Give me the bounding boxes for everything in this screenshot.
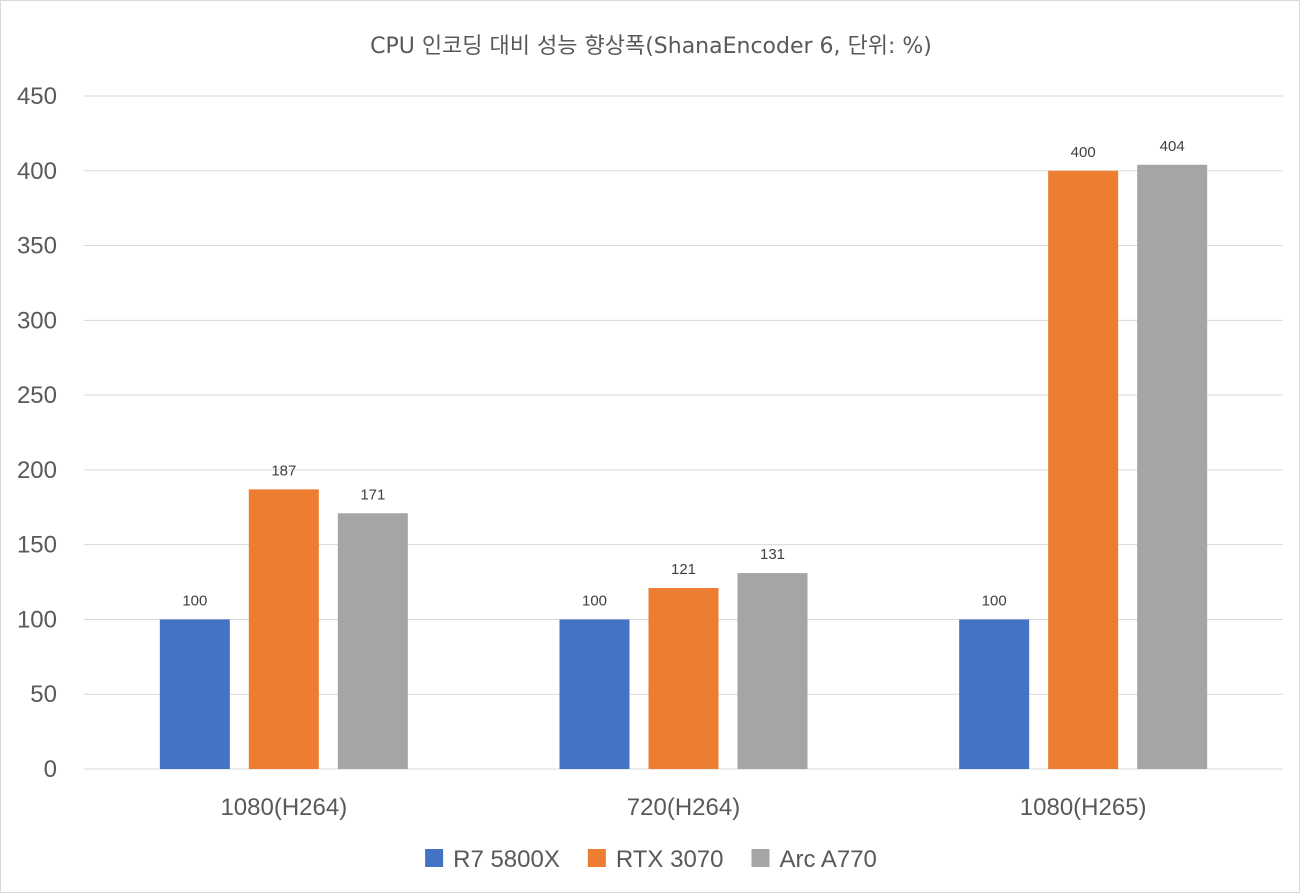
y-tick-label: 400 (17, 158, 57, 185)
legend-label: RTX 3070 (616, 846, 724, 873)
data-label: 187 (271, 462, 296, 479)
y-tick-label: 0 (44, 756, 57, 783)
bar (737, 573, 808, 769)
data-label: 100 (582, 592, 607, 609)
bar (248, 489, 319, 769)
data-label: 171 (360, 486, 385, 503)
x-tick-label: 720(H264) (627, 794, 740, 821)
y-tick-label: 150 (17, 532, 57, 559)
y-tick-label: 250 (17, 382, 57, 409)
legend-item[interactable]: Arc A770 (751, 846, 877, 873)
bars (159, 164, 1208, 770)
legend-swatch (425, 849, 444, 867)
chart-title: CPU 인코딩 대비 성능 향상폭(ShanaEncoder 6, 단위: %) (370, 34, 932, 59)
data-label: 121 (671, 561, 696, 578)
data-labels: 100 187 171 100 121 131 100 400 404 (182, 138, 1184, 610)
y-tick-label: 450 (17, 83, 57, 110)
bar (648, 588, 719, 769)
y-tick-label: 200 (17, 457, 57, 484)
legend[interactable]: R7 5800X RTX 3070 Arc A770 (425, 846, 877, 873)
data-label: 404 (1160, 138, 1185, 155)
legend-item[interactable]: R7 5800X (425, 846, 560, 873)
y-axis-ticks: 0 50 100 150 200 250 300 350 400 450 (17, 83, 57, 783)
bar (959, 619, 1030, 769)
bar (1048, 170, 1119, 769)
y-tick-label: 50 (30, 681, 57, 708)
x-tick-label: 1080(H265) (1020, 794, 1147, 821)
x-tick-label: 1080(H264) (220, 794, 347, 821)
data-label: 100 (982, 592, 1007, 609)
bar (159, 619, 230, 769)
x-axis-ticks: 1080(H264) 720(H264) 1080(H265) (220, 794, 1146, 821)
legend-item[interactable]: RTX 3070 (587, 846, 724, 873)
legend-swatch (587, 849, 606, 867)
legend-label: R7 5800X (453, 846, 560, 873)
bar (559, 619, 630, 769)
data-label: 400 (1071, 144, 1096, 161)
data-label: 131 (760, 546, 785, 563)
bar (337, 513, 408, 769)
bar (1137, 164, 1208, 770)
legend-label: Arc A770 (779, 846, 876, 873)
y-tick-label: 350 (17, 233, 57, 260)
legend-swatch (751, 849, 770, 867)
data-label: 100 (182, 592, 207, 609)
y-tick-label: 300 (17, 307, 57, 334)
y-tick-label: 100 (17, 606, 57, 633)
